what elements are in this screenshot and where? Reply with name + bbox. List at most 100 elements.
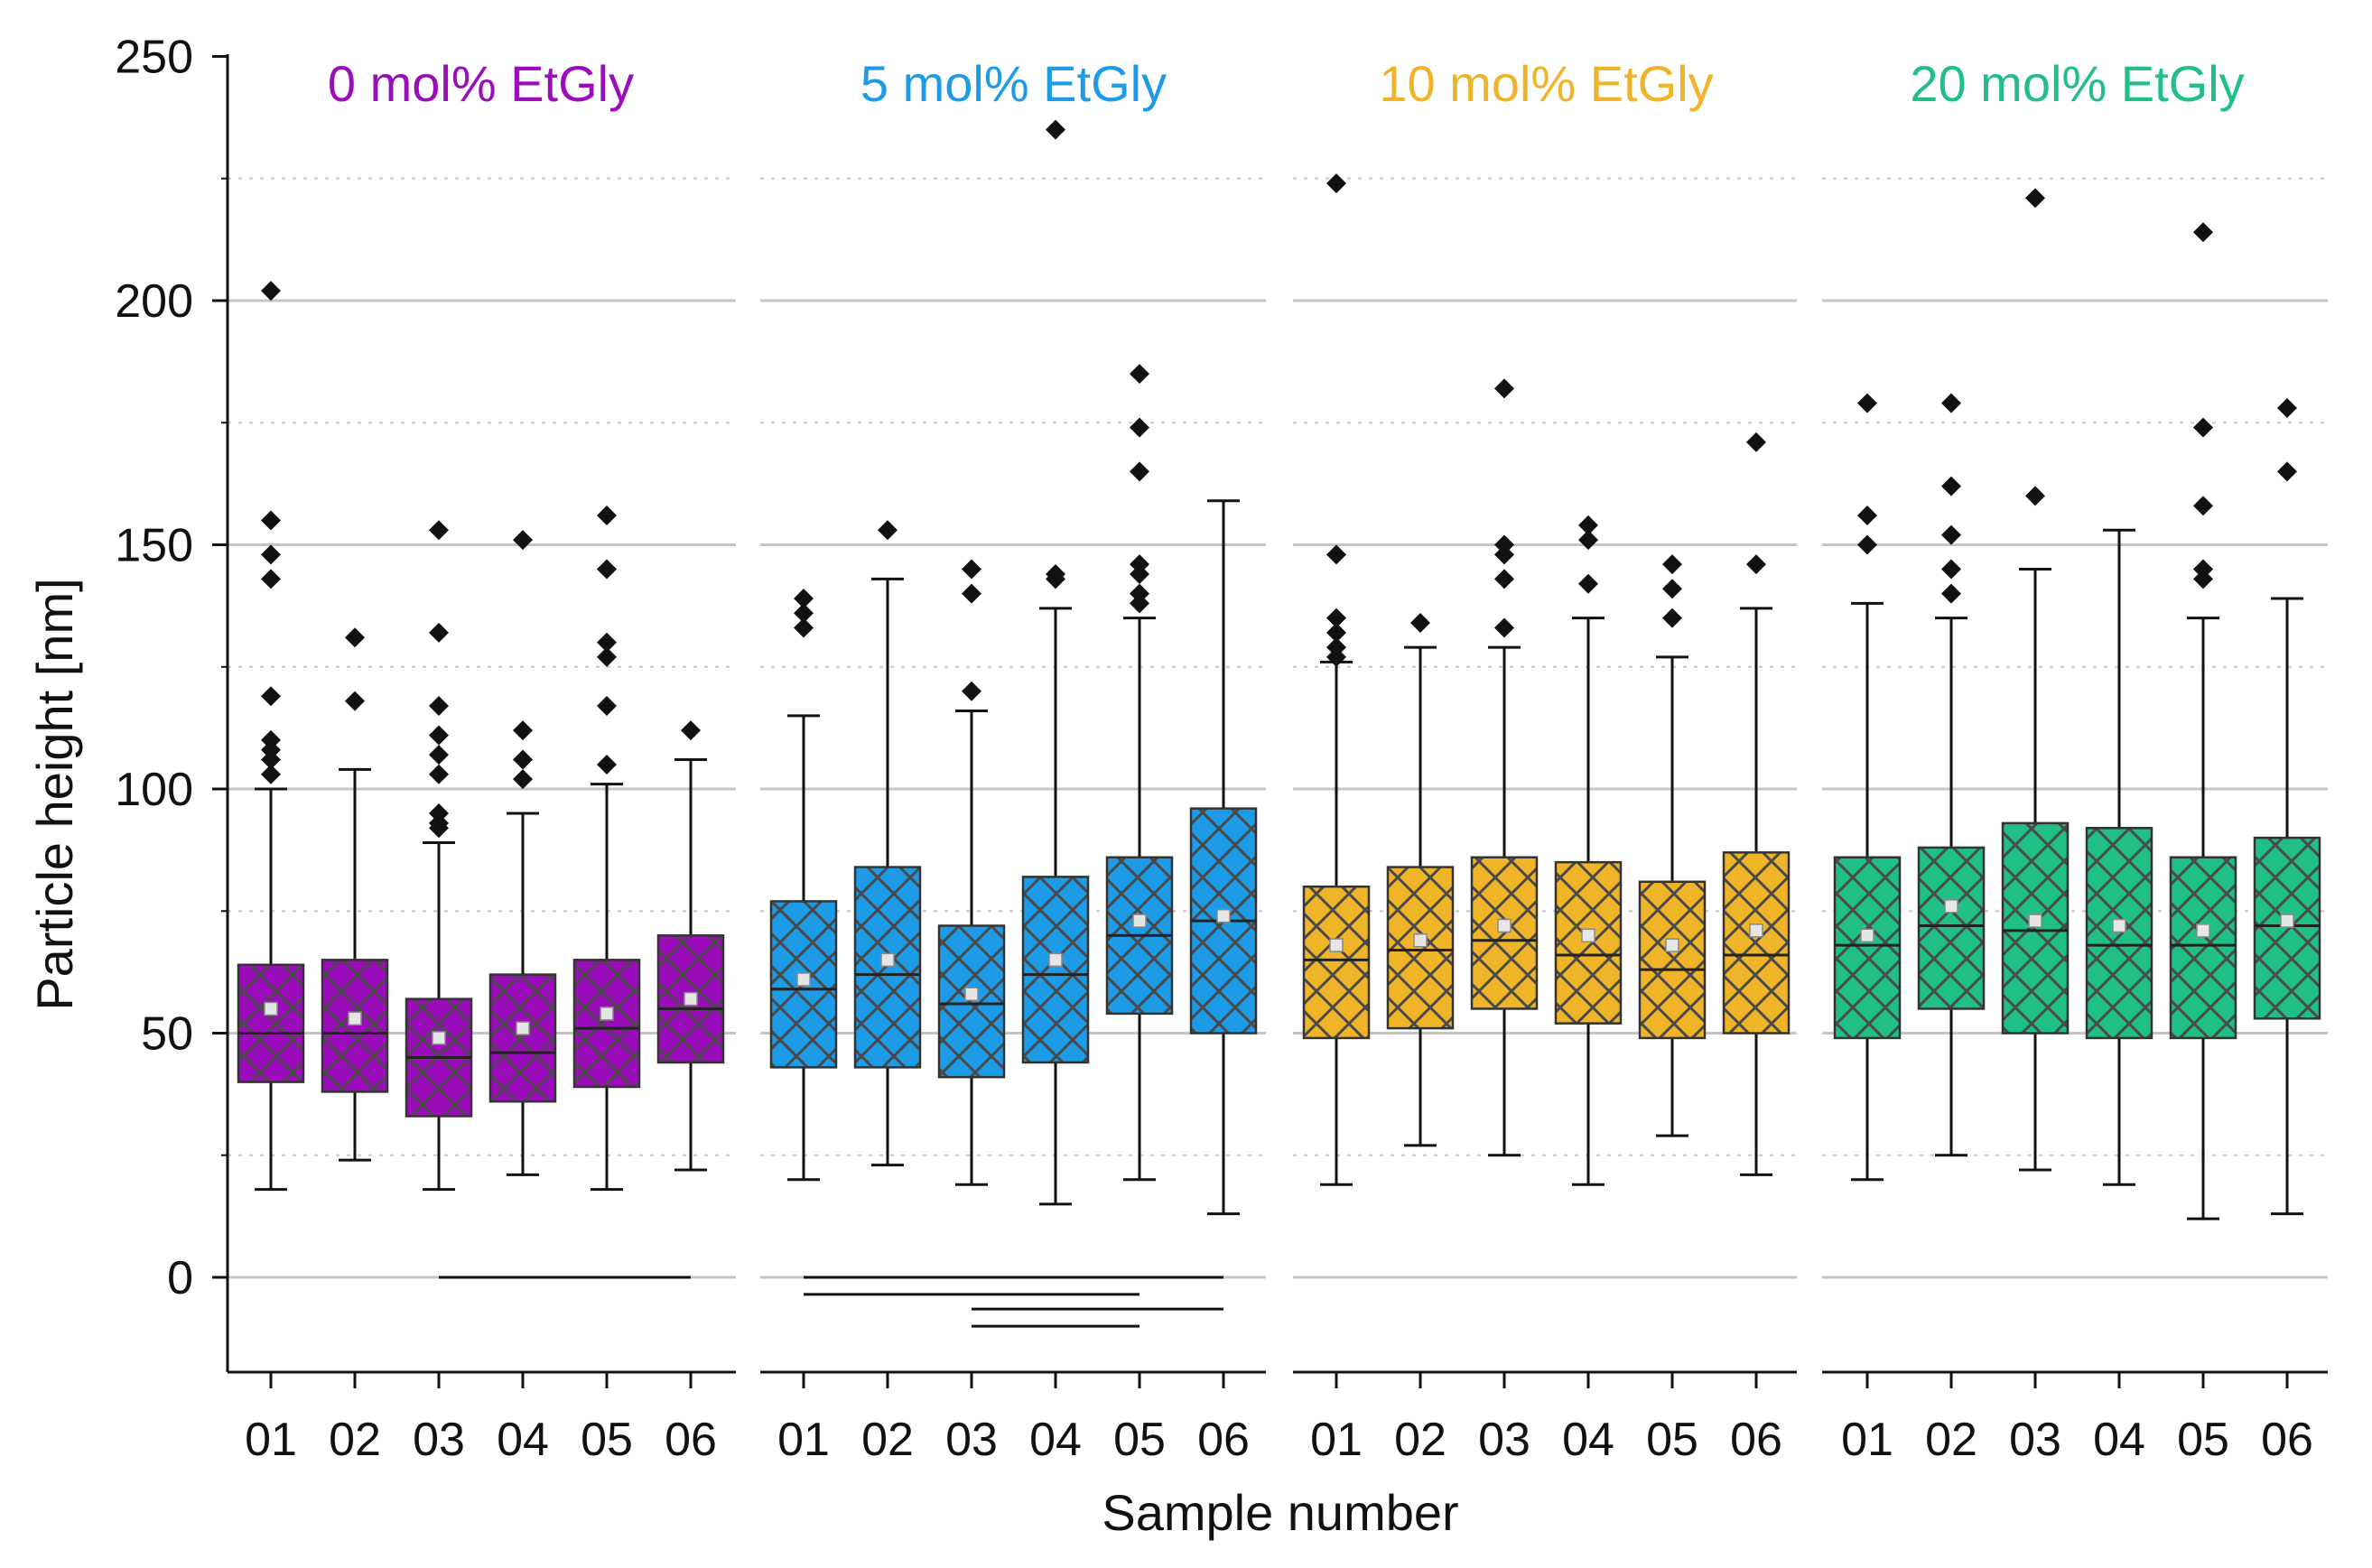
mean-marker [684, 991, 698, 1007]
outlier-point [1746, 554, 1766, 575]
outlier-point [681, 720, 701, 741]
outlier-point [1662, 554, 1682, 575]
outlier-point [962, 583, 981, 604]
outlier-point [261, 510, 281, 531]
box-iqr [1302, 885, 1371, 1040]
outlier-point [513, 769, 533, 790]
mean-marker [2280, 914, 2294, 928]
box-iqr [321, 959, 389, 1093]
outlier-point [2193, 222, 2213, 243]
group-title: 10 mol% EtGly [1379, 55, 1713, 112]
y-tick-label: 200 [115, 275, 193, 328]
outlier-point [513, 720, 533, 741]
outlier-point [1130, 563, 1149, 584]
outlier-point [1494, 617, 1514, 638]
mean-marker [1860, 928, 1874, 943]
outlier-point [1326, 173, 1346, 194]
mean-marker [796, 972, 811, 987]
x-tick-label: 05 [2177, 1414, 2229, 1466]
outlier-point [2025, 188, 2045, 209]
box-iqr [2001, 821, 2070, 1035]
outlier-point [261, 544, 281, 565]
outlier-point [1326, 608, 1346, 628]
group-title: 0 mol% EtGly [328, 55, 634, 112]
x-tick-label: 03 [413, 1414, 465, 1466]
outlier-point [1857, 393, 1877, 413]
outlier-point [1046, 119, 1065, 140]
outlier-point [794, 617, 814, 638]
outlier-point [429, 696, 449, 717]
outlier-point [513, 530, 533, 551]
box-iqr [937, 924, 1006, 1079]
outlier-point [2025, 486, 2045, 506]
x-tick-label: 04 [497, 1414, 549, 1466]
box-iqr [1021, 876, 1090, 1064]
outlier-point [1578, 515, 1598, 535]
mean-marker [600, 1007, 614, 1021]
x-tick-label: 03 [2009, 1414, 2061, 1466]
outlier-point [429, 818, 449, 839]
outlier-point [1130, 461, 1149, 482]
outlier-point [2193, 496, 2213, 516]
mean-marker [516, 1021, 530, 1035]
outlier-point [597, 506, 617, 526]
outlier-point [429, 764, 449, 784]
outlier-point [2277, 461, 2297, 482]
outlier-point [1941, 524, 1961, 545]
box-iqr [1722, 851, 1791, 1035]
x-tick-label: 06 [2261, 1414, 2313, 1466]
mean-marker [264, 1001, 278, 1016]
mean-marker [880, 952, 895, 968]
outlier-point [597, 646, 617, 667]
x-tick-label: 05 [1113, 1414, 1166, 1466]
grid-layer [228, 177, 2328, 1279]
x-tick-label: 02 [861, 1414, 914, 1466]
y-tick-label: 100 [115, 764, 193, 816]
outlier-point [1046, 569, 1065, 589]
group-title: 5 mol% EtGly [860, 55, 1167, 112]
x-tick-label: 01 [245, 1414, 297, 1466]
outlier-point [1130, 364, 1149, 385]
outlier-point [1578, 530, 1598, 551]
box-iqr [1917, 846, 1986, 1010]
mean-marker [1749, 923, 1763, 938]
x-axis-title: Sample number [1102, 1484, 1458, 1541]
outlier-point [1662, 579, 1682, 599]
outlier-point [794, 603, 814, 624]
y-tick-label: 150 [115, 520, 193, 572]
y-axis-title: Particle height [nm] [26, 578, 83, 1010]
outlier-point [1746, 431, 1766, 452]
outlier-point [597, 696, 617, 717]
outlier-point [261, 749, 281, 770]
outlier-point [1941, 393, 1961, 413]
outlier-point [261, 281, 281, 302]
box-iqr [572, 959, 641, 1089]
mean-marker [1581, 928, 1595, 943]
outlier-point [261, 569, 281, 589]
outlier-point [429, 725, 449, 746]
mean-marker [2196, 923, 2210, 938]
outlier-point [1578, 573, 1598, 594]
x-tick-label: 01 [777, 1414, 830, 1466]
outlier-point [1326, 622, 1346, 643]
x-tick-label: 06 [1197, 1414, 1250, 1466]
plot-layer: 0 mol% EtGly 5 mol% EtGly 10 mol% EtGly 20 … [237, 55, 2321, 1328]
outlier-point [2193, 417, 2213, 438]
x-tick-label: 06 [665, 1414, 717, 1466]
box-iqr [2085, 827, 2153, 1040]
box-iqr [1638, 880, 1707, 1040]
outlier-point [962, 681, 981, 701]
outlier-point [2193, 569, 2213, 589]
outlier-point [345, 691, 365, 711]
mean-marker [1413, 932, 1428, 948]
outlier-point [1662, 608, 1682, 628]
outlier-point [429, 622, 449, 643]
mean-marker [1048, 952, 1063, 968]
outlier-point [345, 627, 365, 648]
outlier-point [1494, 378, 1514, 399]
outlier-point [878, 520, 898, 541]
outlier-point [513, 749, 533, 770]
box-iqr [237, 963, 305, 1083]
